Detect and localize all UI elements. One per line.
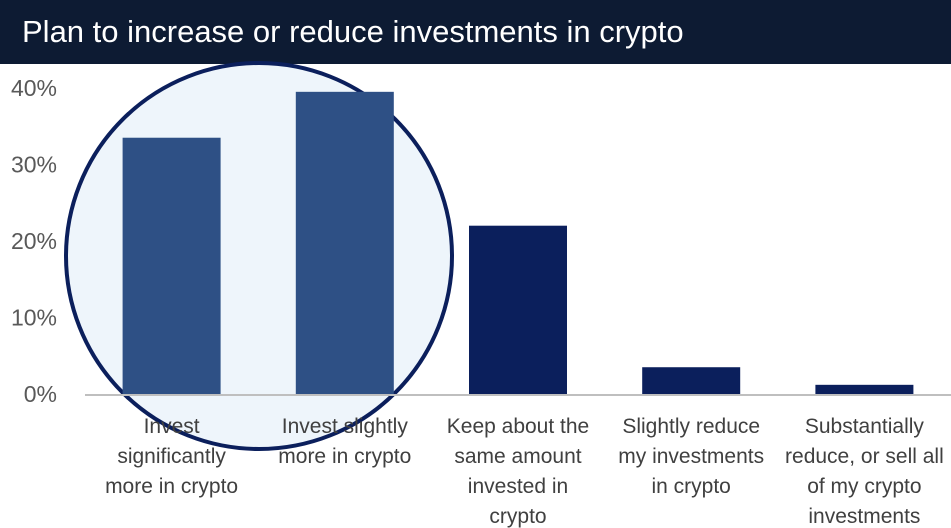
y-tick-label: 20% <box>11 228 57 254</box>
bar <box>295 91 394 394</box>
bar <box>642 367 741 394</box>
category-labels: Invest significantly more in crypto Invest … <box>105 415 944 528</box>
category-label: Slightly reduce my investments in crypto <box>618 415 764 498</box>
bar <box>122 137 221 394</box>
y-tick-label: 30% <box>11 152 57 178</box>
y-tick-label: 10% <box>11 305 57 331</box>
chart-title: Plan to increase or reduce investments i… <box>0 0 951 64</box>
bar <box>469 225 567 394</box>
category-label: Invest significantly more in crypto <box>105 415 238 498</box>
category-label: Substantially reduce, or sell all of my cr… <box>785 415 944 528</box>
category-label: Invest slightly more in crypto <box>278 415 411 468</box>
bar <box>815 384 914 394</box>
category-label: Keep about the same amount invested in cryp… <box>447 415 589 528</box>
y-tick-label: 40% <box>11 75 57 101</box>
bars <box>122 91 914 394</box>
y-tick-label: 0% <box>24 381 57 407</box>
y-axis-ticks: 0% 10% 20% 30% 40% <box>11 75 57 407</box>
